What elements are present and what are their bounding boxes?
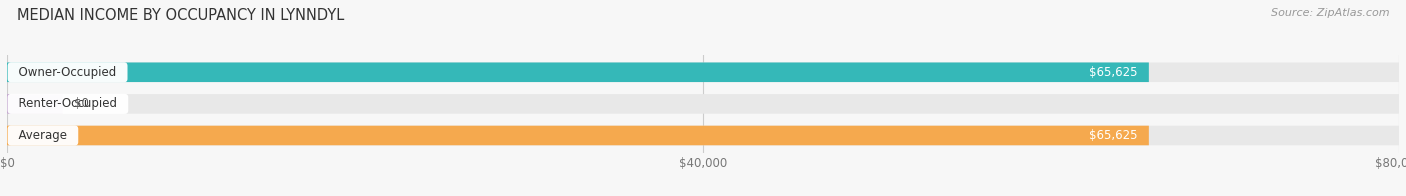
Text: Average: Average	[11, 129, 75, 142]
Text: $65,625: $65,625	[1090, 66, 1137, 79]
Text: Source: ZipAtlas.com: Source: ZipAtlas.com	[1271, 8, 1389, 18]
FancyBboxPatch shape	[7, 126, 1149, 145]
Text: $0: $0	[75, 97, 89, 110]
Text: MEDIAN INCOME BY OCCUPANCY IN LYNNDYL: MEDIAN INCOME BY OCCUPANCY IN LYNNDYL	[17, 8, 344, 23]
FancyBboxPatch shape	[7, 63, 1149, 82]
FancyBboxPatch shape	[7, 94, 63, 114]
FancyBboxPatch shape	[7, 126, 1399, 145]
FancyBboxPatch shape	[7, 94, 1399, 114]
Text: $65,625: $65,625	[1090, 129, 1137, 142]
Text: Owner-Occupied: Owner-Occupied	[11, 66, 124, 79]
FancyBboxPatch shape	[7, 63, 1399, 82]
Text: Renter-Occupied: Renter-Occupied	[11, 97, 125, 110]
